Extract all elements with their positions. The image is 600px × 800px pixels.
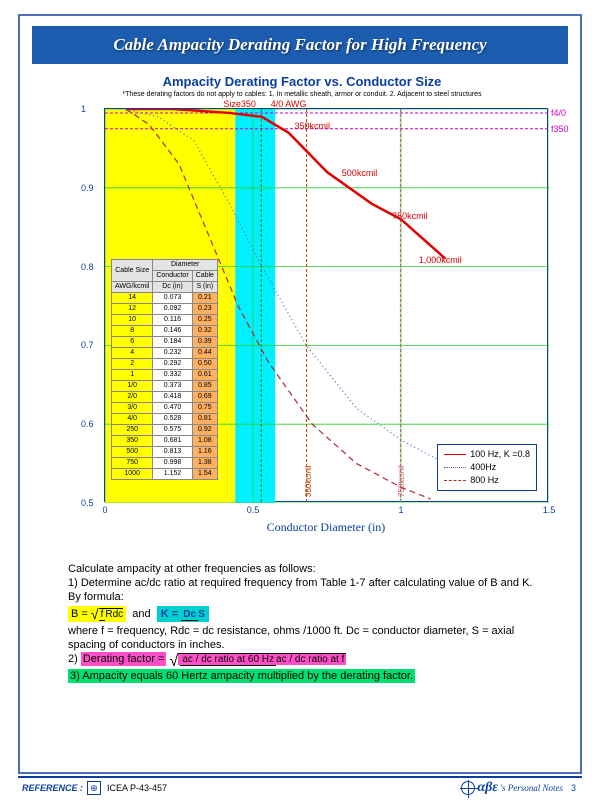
x-axis-label: Conductor Diameter (in)	[105, 520, 547, 535]
calc-line-6: 2) Derating factor = √ac / dc ratio at 6…	[68, 652, 548, 669]
reference-icon: ⊕	[87, 781, 101, 795]
calc-line-7: 3) Ampacity equals 60 Hertz ampacity mul…	[68, 669, 415, 683]
formula-K: K = DcS	[157, 606, 209, 622]
y-tick: 0.5	[81, 498, 94, 508]
formula-B: B = √fRdc	[68, 606, 126, 622]
title-bar: Cable Ampacity Derating Factor for High …	[32, 26, 568, 64]
series-point-label: 350kcmil	[294, 121, 330, 131]
series-point-label: 750kcmil	[392, 211, 428, 221]
calc-line-1: Calculate ampacity at other frequencies …	[68, 562, 548, 576]
reference-std: ICEA P-43-457	[107, 783, 167, 793]
calc-formulas: B = √fRdc and K = DcS	[68, 606, 548, 622]
calc-line-2: 1) Determine ac/dc ratio at required fre…	[68, 576, 548, 590]
hline-label: f350	[551, 124, 569, 134]
series-point-label: 4/0 AWG	[271, 99, 307, 109]
calc-line-3: By formula:	[68, 590, 548, 604]
series-point-label: 1,000kcmil	[419, 255, 462, 265]
compass-icon	[461, 781, 475, 795]
plot-area: Ampacity Derating Factor Conductor Diame…	[104, 108, 548, 502]
calc-line-5: where f = frequency, Rdc = dc resistance…	[68, 624, 548, 652]
chart-container: Ampacity Derating Factor vs. Conductor S…	[42, 74, 562, 544]
x-tick: 1.5	[543, 505, 556, 515]
y-tick: 0.9	[81, 183, 94, 193]
legend: 100 Hz, K =0.8400Hz800 Hz	[437, 444, 537, 491]
x-tick: 0.5	[247, 505, 260, 515]
size-table: Cable SizeDiameterConductorCableAWG/kcmi…	[111, 259, 218, 480]
calculation-notes: Calculate ampacity at other frequencies …	[68, 562, 548, 683]
y-tick: 1	[81, 104, 86, 114]
signature: αβε's Personal Notes	[461, 780, 563, 796]
x-tick: 0	[102, 505, 107, 515]
footer: REFERENCE : ⊕ ICEA P-43-457 αβε's Person…	[18, 776, 582, 798]
y-tick: 0.8	[81, 262, 94, 272]
hline-label: f4/0	[551, 108, 566, 118]
x-tick: 1	[398, 505, 403, 515]
page-number: 3	[571, 783, 576, 793]
page-title: Cable Ampacity Derating Factor for High …	[113, 35, 486, 55]
chart-title: Ampacity Derating Factor vs. Conductor S…	[42, 74, 562, 89]
y-tick: 0.7	[81, 340, 94, 350]
series-point-label: Size350	[223, 99, 256, 109]
reference-label: REFERENCE :	[22, 783, 83, 793]
y-tick: 0.6	[81, 419, 94, 429]
series-point-label: 500kcmil	[342, 168, 378, 178]
chart-subtitle: *These derating factors do not apply to …	[42, 91, 562, 98]
